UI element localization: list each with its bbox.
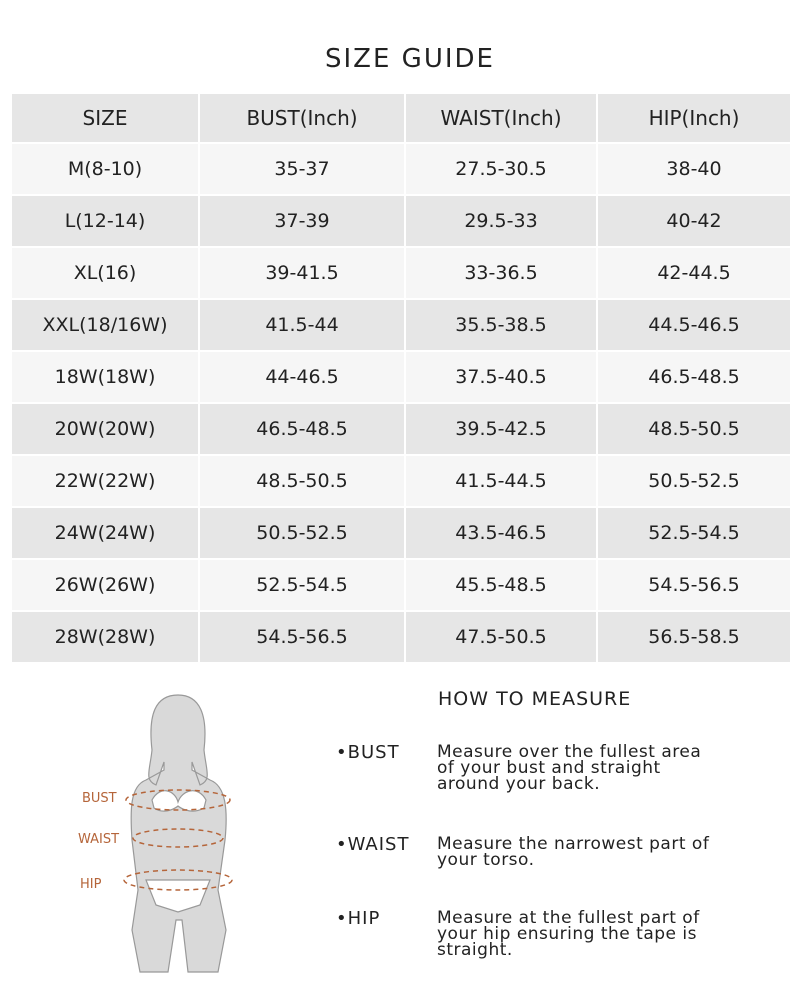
header-cell: BUST(Inch) <box>200 94 404 142</box>
table-cell: 43.5-46.5 <box>406 508 596 558</box>
tape-lines <box>123 789 233 891</box>
table-cell: 46.5-48.5 <box>200 404 404 454</box>
table-cell: 39.5-42.5 <box>406 404 596 454</box>
table-cell: 24W(24W) <box>12 508 198 558</box>
table-cell: 33-36.5 <box>406 248 596 298</box>
figure-label: BUST <box>82 791 117 806</box>
title: SIZE GUIDE <box>325 44 495 74</box>
measure-text: Measure the narrowest part of your torso… <box>437 834 710 870</box>
table-cell: 50.5-52.5 <box>598 456 790 506</box>
table-cell: 54.5-56.5 <box>200 612 404 662</box>
table-cell: 20W(20W) <box>12 404 198 454</box>
body-illustration <box>130 694 227 973</box>
measure-text: Measure at the fullest part of your hip … <box>437 908 700 960</box>
table-cell: 22W(22W) <box>12 456 198 506</box>
table-cell: 47.5-50.5 <box>406 612 596 662</box>
table-cell: 42-44.5 <box>598 248 790 298</box>
table-cell: 48.5-50.5 <box>598 404 790 454</box>
table-cell: 26W(26W) <box>12 560 198 610</box>
table-cell: 41.5-44.5 <box>406 456 596 506</box>
measure-text: Measure over the fullest area of your bu… <box>437 742 702 794</box>
table-cell: 37-39 <box>200 196 404 246</box>
table-cell: M(8-10) <box>12 144 198 194</box>
table-cell: 50.5-52.5 <box>200 508 404 558</box>
table-cell: 48.5-50.5 <box>200 456 404 506</box>
measure-title: HOW TO MEASURE <box>438 688 632 710</box>
table-cell: 37.5-40.5 <box>406 352 596 402</box>
header-cell: HIP(Inch) <box>598 94 790 142</box>
size-table: SIZE BUST(Inch) WAIST(Inch) HIP(Inch) M(8-10… <box>12 94 790 662</box>
figure-label: WAIST <box>78 832 119 847</box>
header-cell: WAIST(Inch) <box>406 94 596 142</box>
figure: BUST WAIST HIP <box>78 694 233 973</box>
table-cell: 56.5-58.5 <box>598 612 790 662</box>
table-cell: 45.5-48.5 <box>406 560 596 610</box>
table-cell: 44-46.5 <box>200 352 404 402</box>
table-cell: 54.5-56.5 <box>598 560 790 610</box>
measure-label: •HIP <box>336 908 381 929</box>
table-cell: 29.5-33 <box>406 196 596 246</box>
table-cell: 38-40 <box>598 144 790 194</box>
table-cell: 18W(18W) <box>12 352 198 402</box>
figure-label: HIP <box>80 877 102 892</box>
measure-label: •BUST <box>336 742 400 763</box>
table-cell: 35.5-38.5 <box>406 300 596 350</box>
table-cell: 35-37 <box>200 144 404 194</box>
table-cell: XXL(18/16W) <box>12 300 198 350</box>
table-cell: 52.5-54.5 <box>598 508 790 558</box>
table-cell: 28W(28W) <box>12 612 198 662</box>
table-cell: 44.5-46.5 <box>598 300 790 350</box>
table-cell: L(12-14) <box>12 196 198 246</box>
measure-label: •WAIST <box>336 834 410 855</box>
table-cell: 52.5-54.5 <box>200 560 404 610</box>
table-cell: XL(16) <box>12 248 198 298</box>
table-cell: 27.5-30.5 <box>406 144 596 194</box>
table-cell: 46.5-48.5 <box>598 352 790 402</box>
table-cell: 39-41.5 <box>200 248 404 298</box>
table-cell: 41.5-44 <box>200 300 404 350</box>
table-cell: 40-42 <box>598 196 790 246</box>
header-cell: SIZE <box>12 94 198 142</box>
